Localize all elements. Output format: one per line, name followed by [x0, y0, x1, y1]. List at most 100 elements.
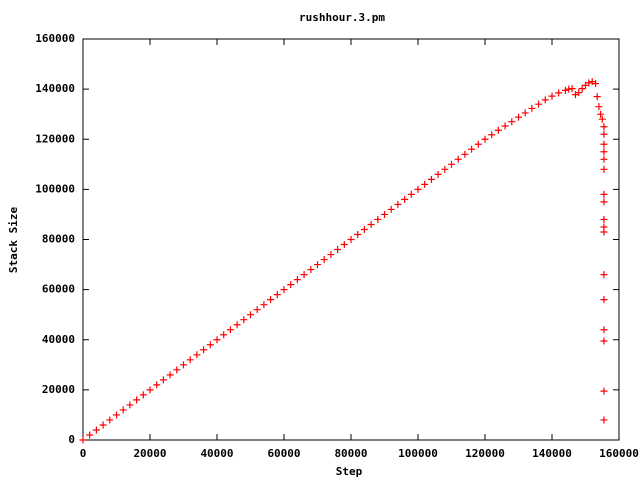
point: [334, 246, 342, 254]
point: [578, 85, 586, 93]
point: [600, 215, 608, 223]
point: [360, 225, 368, 233]
point: [247, 311, 254, 319]
point: [166, 371, 174, 379]
point: [92, 426, 100, 434]
point: [501, 122, 509, 130]
point: [119, 406, 127, 414]
point: [253, 306, 261, 314]
x-tick-label: 120000: [465, 447, 505, 460]
point: [448, 160, 455, 168]
point: [340, 241, 348, 249]
point: [153, 381, 161, 389]
point: [367, 220, 375, 228]
point: [381, 210, 388, 218]
point: [99, 421, 107, 429]
y-tick-label: 60000: [42, 283, 75, 296]
point: [300, 271, 308, 279]
point: [561, 86, 569, 94]
point: [79, 436, 87, 444]
point: [600, 387, 608, 395]
point: [354, 230, 362, 238]
point: [427, 175, 435, 183]
point: [481, 135, 489, 143]
point: [146, 386, 154, 394]
point: [521, 109, 529, 117]
point: [226, 326, 234, 334]
y-tick-label: 140000: [35, 82, 75, 95]
x-tick-label: 60000: [267, 447, 300, 460]
point: [600, 228, 608, 236]
point: [508, 118, 516, 126]
point: [347, 236, 355, 243]
point: [414, 185, 422, 193]
point: [600, 155, 608, 163]
y-tick-label: 160000: [35, 32, 75, 45]
x-tick-label: 0: [80, 447, 87, 460]
point: [220, 331, 228, 339]
point: [548, 92, 556, 100]
point: [597, 110, 605, 118]
x-tick-label: 100000: [398, 447, 438, 460]
point: [139, 391, 147, 399]
point: [600, 337, 608, 345]
point: [267, 296, 275, 304]
point: [600, 123, 608, 131]
point: [401, 195, 409, 203]
point: [600, 296, 608, 304]
point: [585, 79, 593, 87]
point: [193, 351, 201, 359]
x-tick-label: 20000: [133, 447, 166, 460]
point: [468, 145, 476, 153]
point: [600, 198, 608, 206]
chart-title: rushhour.3.pm: [299, 11, 385, 24]
point: [568, 85, 576, 93]
point: [600, 130, 608, 138]
point: [535, 100, 543, 108]
y-tick-label: 0: [68, 433, 75, 446]
point: [293, 276, 301, 284]
point: [555, 89, 563, 97]
point: [474, 140, 482, 148]
x-tick-label: 140000: [532, 447, 572, 460]
point: [600, 326, 608, 334]
x-tick-label: 40000: [200, 447, 233, 460]
point: [541, 96, 549, 104]
point: [233, 321, 241, 329]
y-tick-label: 120000: [35, 132, 75, 145]
point: [387, 205, 395, 213]
point: [515, 113, 522, 121]
point: [600, 165, 608, 173]
point: [421, 180, 429, 188]
point: [407, 190, 415, 198]
x-axis-label: Step: [336, 465, 363, 478]
point: [600, 148, 608, 156]
point: [240, 316, 248, 324]
point: [159, 376, 167, 384]
point: [374, 215, 382, 223]
y-tick-label: 40000: [42, 333, 75, 346]
point: [600, 140, 608, 148]
point: [273, 291, 281, 299]
point: [133, 396, 141, 404]
point: [200, 346, 208, 354]
point: [441, 165, 449, 173]
point: [307, 266, 315, 274]
x-tick-label: 80000: [334, 447, 367, 460]
y-axis-label: Stack Size: [7, 207, 20, 274]
point: [595, 103, 603, 111]
point: [314, 261, 321, 269]
point: [494, 126, 502, 134]
x-tick-label: 160000: [599, 447, 639, 460]
point: [260, 301, 268, 309]
point: [600, 416, 608, 424]
point: [488, 131, 496, 139]
point: [593, 93, 601, 101]
point: [600, 271, 608, 279]
y-tick-label: 80000: [42, 233, 75, 246]
point: [213, 336, 221, 344]
point: [320, 256, 328, 264]
point: [173, 366, 181, 374]
